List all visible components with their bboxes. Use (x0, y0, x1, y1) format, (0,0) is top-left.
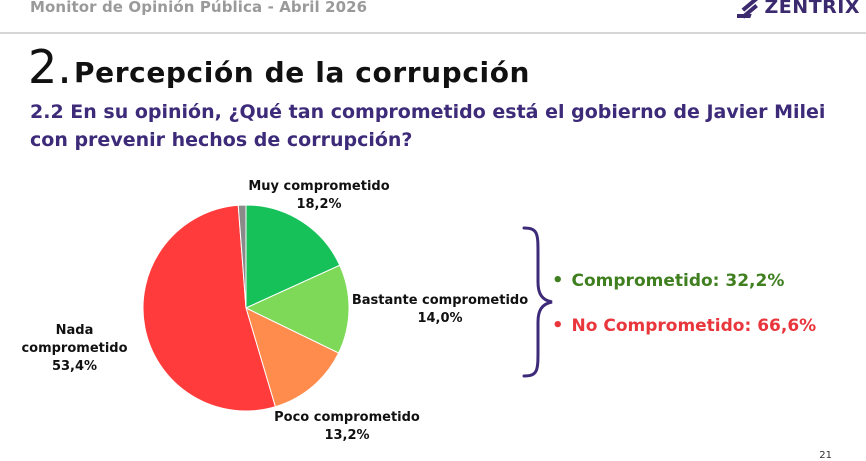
pie-slice-1 (245, 204, 341, 309)
slice-label-nada: Nada comprometido 53,4% (2, 322, 147, 376)
pie-slice-2 (244, 264, 350, 354)
bullet-icon: • (552, 315, 564, 336)
section-number: 2. (28, 40, 72, 94)
slice-label-muy: Muy comprometido 18,2% (244, 178, 394, 214)
brand-logo: ZENTRIX (736, 0, 860, 20)
summary-comprometido: • Comprometido: 32,2% (552, 270, 784, 291)
brand-name: ZENTRIX (764, 0, 860, 18)
pie-slice-5 (237, 204, 247, 309)
slice-label-poco-category: Poco comprometido (274, 410, 420, 425)
bullet-icon: • (552, 270, 564, 291)
header-divider (0, 32, 866, 34)
section-title: Percepción de la corrupción (74, 56, 531, 89)
slice-label-muy-value: 18,2% (296, 197, 342, 212)
pie-slice-4 (142, 204, 276, 412)
slice-label-poco-value: 13,2% (324, 428, 370, 443)
question-text: 2.2 En su opinión, ¿Qué tan comprometido… (30, 101, 826, 151)
header-title: Monitor de Opinión Pública - Abril 2026 (30, 0, 368, 16)
slice-label-nada-category: Nada comprometido (21, 323, 128, 356)
pie-slice-3 (245, 307, 340, 408)
slice-label-poco: Poco comprometido 13,2% (272, 409, 422, 445)
slice-label-bastante-value: 14,0% (417, 311, 463, 326)
summary-no-comprometido-text: No Comprometido: 66,6% (571, 315, 817, 336)
summary-comprometido-text: Comprometido: 32,2% (571, 270, 785, 291)
brace-icon (522, 226, 553, 378)
slice-label-muy-category: Muy comprometido (248, 179, 390, 194)
slice-label-bastante-category: Bastante comprometido (351, 293, 529, 308)
zentrix-logo-icon (736, 0, 758, 19)
slice-label-nada-value: 53,4% (51, 359, 98, 374)
page-number: 21 (819, 450, 832, 461)
summary-no-comprometido: • No Comprometido: 66,6% (552, 315, 816, 336)
slice-label-bastante: Bastante comprometido 14,0% (350, 292, 530, 328)
